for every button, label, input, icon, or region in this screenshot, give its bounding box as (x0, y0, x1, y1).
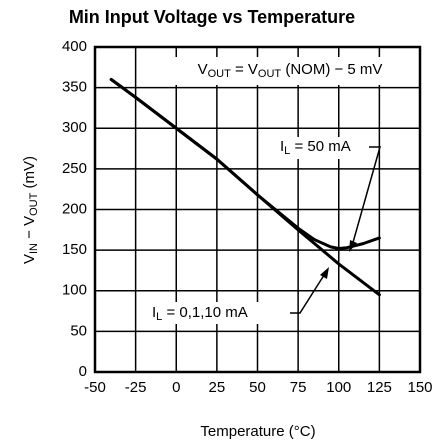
x-tick-label: -50 (84, 379, 106, 396)
arrow-head (320, 267, 329, 279)
annotation: VOUT = VOUT (NOM) − 5 mV (198, 61, 383, 80)
x-tick-label: 0 (172, 379, 180, 396)
y-tick-label: 200 (62, 200, 87, 217)
series-label: IL = 0,1,10 mA (152, 304, 248, 323)
label-part: V (198, 61, 208, 78)
label-part: I (152, 304, 156, 321)
label-part: IN (28, 243, 40, 254)
annotation-bg (165, 57, 415, 85)
series-label: IL = 50 mA (280, 138, 351, 157)
label-part: = V (231, 61, 258, 78)
plot-frame (93, 45, 422, 374)
label-part: − V (21, 216, 38, 243)
label-part: L (156, 311, 162, 323)
label-part: OUT (258, 68, 282, 80)
label-part: = 50 mA (290, 138, 350, 155)
y-tick-label: 150 (62, 241, 87, 258)
arrow-line (290, 271, 327, 314)
arrow-line (351, 146, 381, 247)
y-tick-label: 50 (70, 322, 87, 339)
x-tick-label: 50 (249, 379, 266, 396)
y-tick-label: 100 (62, 282, 87, 299)
label-part: OUT (208, 68, 232, 80)
label-part: V (21, 254, 38, 264)
label-bg (277, 137, 369, 159)
y-tick-label: 250 (62, 160, 87, 177)
x-axis-label: Temperature (°C) (200, 423, 315, 440)
label-part: L (284, 145, 290, 157)
label-part: (NOM) − 5 mV (281, 61, 382, 78)
x-tick-label: 25 (209, 379, 226, 396)
y-tick-label: 400 (62, 38, 87, 55)
x-tick-label: 75 (290, 379, 307, 396)
x-tick-label: -25 (125, 379, 147, 396)
label-part: = 0,1,10 mA (162, 304, 247, 321)
x-tick-label: 125 (367, 379, 392, 396)
x-tick-label: 150 (407, 379, 432, 396)
label-part: (mV) (21, 156, 38, 193)
y-tick-label: 0 (79, 363, 87, 380)
arrow-head (349, 240, 357, 252)
chart-title: Min Input Voltage vs Temperature (69, 7, 355, 27)
y-axis-label: VIN − VOUT (mV) (21, 156, 40, 264)
y-tick-label: 300 (62, 119, 87, 136)
x-tick-label: 100 (326, 379, 351, 396)
label-part: I (280, 138, 284, 155)
label-part: OUT (28, 192, 40, 216)
label-bg (148, 302, 290, 324)
y-tick-label: 350 (62, 79, 87, 96)
